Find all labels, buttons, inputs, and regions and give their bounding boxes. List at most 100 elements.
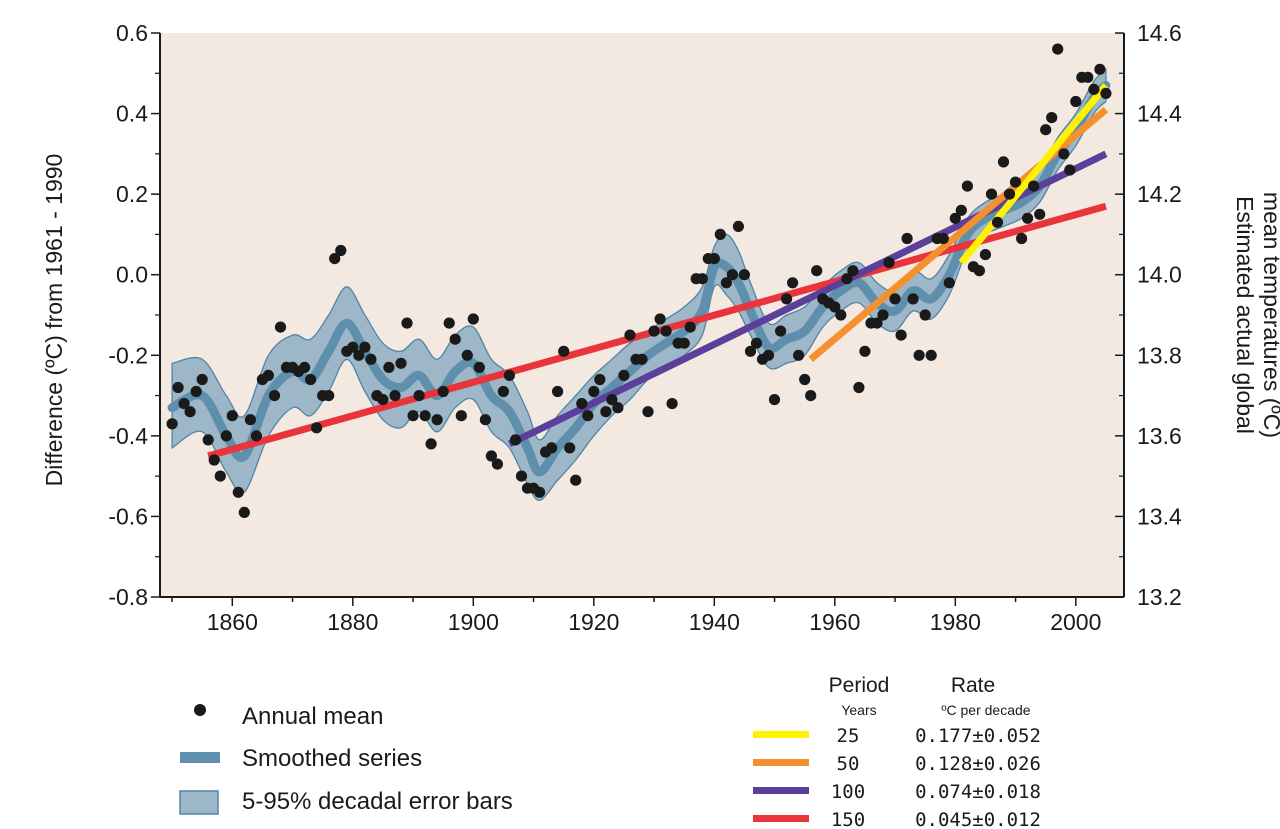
y-tick-label-left: 0.4 [116, 101, 148, 127]
annual-mean-point [395, 357, 407, 369]
annual-mean-point [678, 337, 690, 349]
annual-mean-point [582, 410, 594, 422]
y-axis-right-title-line2: mean temperatures (ºC) [1259, 192, 1280, 438]
annual-mean-point [503, 369, 515, 381]
annual-mean-point [1082, 71, 1094, 83]
annual-mean-point [961, 180, 974, 192]
annual-mean-point [1094, 63, 1106, 75]
legend: Annual mean Smoothed series 5-95% decada… [179, 703, 513, 815]
annual-mean-point [455, 410, 467, 422]
annual-mean-point [666, 398, 678, 410]
trend-line-25-years [958, 83, 1109, 265]
annual-mean-point [311, 422, 323, 434]
annual-mean-point [443, 317, 455, 329]
annual-mean-point [226, 410, 238, 422]
annual-mean-point [811, 265, 823, 277]
x-tick-label: 1900 [448, 609, 499, 635]
annual-mean-point [829, 301, 841, 313]
annual-mean-point [190, 385, 202, 398]
annual-mean-point [196, 373, 208, 386]
annual-mean-point [714, 228, 726, 240]
annual-mean-point [877, 309, 889, 321]
annual-mean-point [515, 470, 528, 482]
annual-mean-point [937, 232, 949, 245]
annual-mean-point [407, 410, 419, 422]
annual-mean-point [1100, 87, 1112, 99]
annual-mean-point [841, 273, 853, 285]
y-axis-left-title: Difference (ºC) from 1961 - 1990 [41, 154, 67, 487]
annual-mean-point [991, 216, 1004, 228]
rate-swatch-100 [753, 787, 809, 794]
annual-mean-point [907, 293, 919, 305]
annual-mean-point [985, 188, 998, 200]
annual-mean-point [413, 390, 425, 402]
rate-period-50: 50 [837, 753, 860, 775]
annual-mean-point [479, 414, 491, 426]
annual-mean-point [883, 257, 895, 269]
annual-mean-point [871, 317, 883, 329]
annual-mean-point [762, 349, 775, 361]
legend-smoothed-swatch [180, 752, 220, 763]
annual-mean-point [895, 329, 907, 341]
y-tick-label-right: 14.6 [1137, 20, 1182, 46]
annual-mean-point [793, 349, 805, 361]
annual-mean-point [1009, 176, 1022, 188]
annual-mean-point [377, 394, 389, 406]
annual-mean-point [618, 369, 630, 381]
x-tick-label: 1960 [809, 609, 860, 635]
annual-mean-point [732, 220, 745, 232]
annual-mean-point [781, 293, 793, 305]
annual-mean-point [546, 442, 558, 454]
legend-smoothed-label: Smoothed series [242, 745, 422, 772]
annual-mean-point [274, 321, 287, 333]
annual-mean-points [166, 43, 1112, 518]
rate-table-rows: 25 0.177±0.052 50 0.128±0.026 100 0.074±0.018… [753, 725, 1041, 829]
legend-error-bars-swatch [179, 790, 219, 815]
legend-annual-mean-swatch [194, 704, 206, 716]
annual-mean-point [738, 269, 751, 281]
annual-mean-point [1088, 83, 1100, 95]
rate-value-100: 0.074±0.018 [915, 781, 1041, 803]
rate-value-25: 0.177±0.052 [915, 725, 1041, 747]
annual-mean-point [799, 373, 811, 386]
annual-mean-point [750, 337, 763, 349]
annual-mean-point [329, 253, 341, 265]
annual-mean-point [558, 345, 570, 357]
annual-mean-point [437, 385, 449, 398]
annual-mean-point [684, 321, 696, 333]
annual-mean-point [232, 486, 244, 498]
annual-mean-point [1040, 124, 1052, 136]
annual-mean-point [250, 430, 262, 442]
annual-mean-point [244, 414, 256, 426]
annual-mean-point [323, 390, 335, 402]
annual-mean-point [973, 265, 986, 277]
annual-mean-point [497, 385, 509, 398]
annual-mean-point [606, 394, 618, 406]
annual-mean-point [949, 212, 961, 224]
annual-mean-point [600, 406, 612, 418]
annual-mean-point [485, 450, 497, 462]
annual-mean-point [889, 293, 901, 305]
y-tick-label-left: -0.6 [108, 503, 148, 529]
annual-mean-point [660, 325, 672, 337]
rate-table-rate-sub: ºC per decade [941, 702, 1030, 718]
annual-mean-point [365, 353, 377, 365]
annual-mean-point [913, 349, 925, 361]
y-tick-label-left: -0.4 [108, 423, 148, 449]
y-tick-label-left: 0.0 [116, 262, 148, 288]
annual-mean-point [166, 418, 178, 430]
y-tick-label-right: 13.4 [1137, 503, 1182, 529]
annual-mean-point [768, 394, 781, 406]
x-tick-label: 1980 [930, 609, 981, 635]
annual-mean-point [576, 398, 588, 410]
y-tick-label-right: 14.4 [1137, 101, 1182, 127]
rate-table-period-sub: Years [841, 702, 876, 718]
annual-mean-point [624, 329, 636, 341]
annual-mean-point [359, 341, 371, 353]
smoothed-series-layer [167, 80, 1111, 477]
annual-mean-point [305, 373, 317, 386]
annual-mean-point [570, 474, 582, 486]
annual-mean-point [202, 434, 214, 446]
annual-mean-point [238, 506, 250, 518]
annual-mean-point [787, 277, 799, 289]
